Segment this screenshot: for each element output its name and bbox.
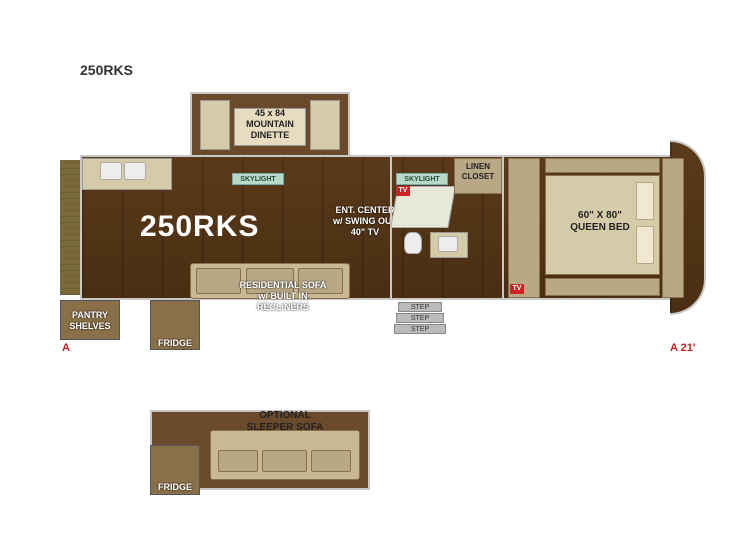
sofa-label: RESIDENTIAL SOFAw/ BUILT INRECLINERS xyxy=(228,280,338,312)
bed-label: 60" X 80"QUEEN BED xyxy=(555,210,645,234)
skylight-1: SKYLIGHT xyxy=(232,173,284,185)
step-3: STEP xyxy=(394,324,446,334)
tv-badge-2: TV xyxy=(510,284,524,294)
awning-marker-left: A xyxy=(62,342,70,354)
tv-badge-1: TV xyxy=(396,186,410,196)
model-code-top: 250RKS xyxy=(80,62,133,78)
pantry-label: PANTRYSHELVES xyxy=(60,310,120,332)
option-sofa-label: OPTIONALSLEEPER SOFA xyxy=(235,410,335,434)
skylight-2: SKYLIGHT xyxy=(396,173,448,185)
dinette-label: 45 x 84MOUNTAINDINETTE xyxy=(234,108,306,140)
wardrobe-right xyxy=(662,158,684,298)
step-2: STEP xyxy=(396,313,444,323)
bedroom-wall xyxy=(502,155,504,300)
fridge-label: FRIDGE xyxy=(150,338,200,349)
model-code-center: 250RKS xyxy=(140,210,259,244)
dinette-seat-left xyxy=(200,100,230,150)
toilet xyxy=(404,232,422,254)
kitchen-sink-2 xyxy=(124,162,146,180)
step-1: STEP xyxy=(398,302,442,312)
nightstand-bottom xyxy=(545,278,660,296)
bath-sink xyxy=(438,236,458,252)
nightstand-top xyxy=(545,158,660,173)
dinette-seat-right xyxy=(310,100,340,150)
awning-marker-right: A 21' xyxy=(670,342,695,354)
option-cushion-2 xyxy=(262,450,307,472)
kitchen-sink xyxy=(100,162,122,180)
option-fridge-label: FRIDGE xyxy=(150,482,200,493)
linen-label: LINENCLOSET xyxy=(454,162,502,181)
option-cushion-1 xyxy=(218,450,258,472)
option-cushion-3 xyxy=(311,450,351,472)
wardrobe-left xyxy=(508,158,540,298)
